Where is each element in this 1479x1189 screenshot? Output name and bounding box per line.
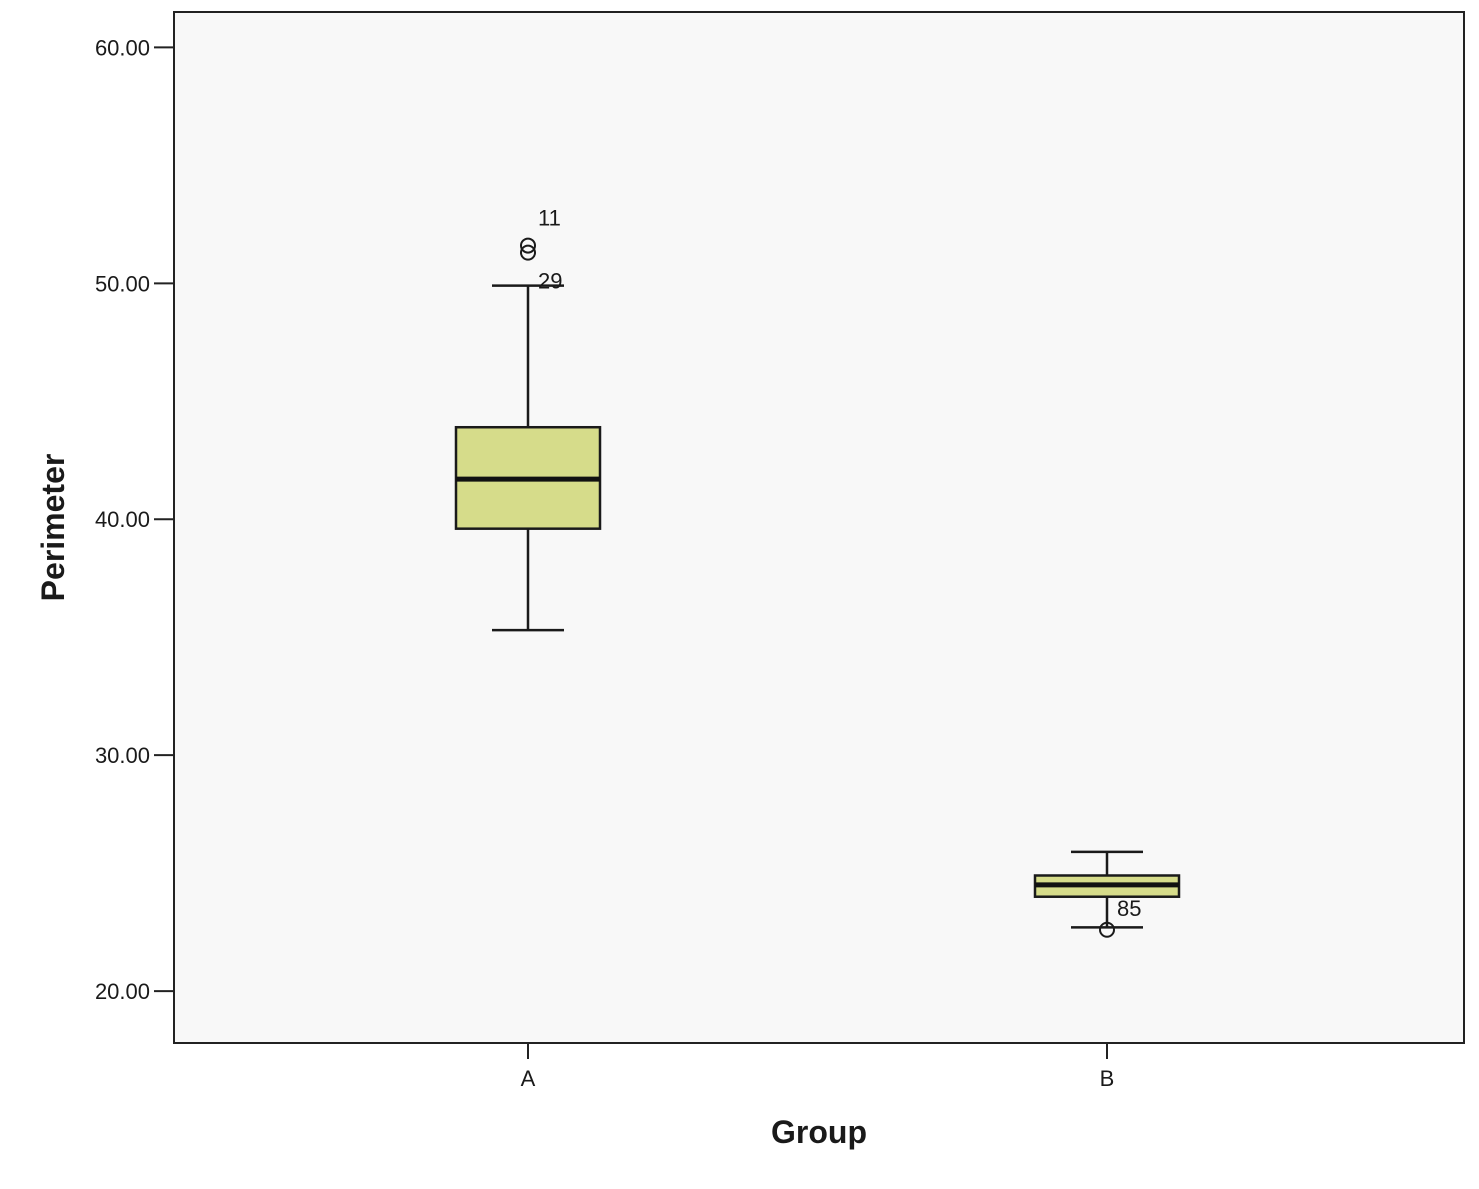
box-group-a: 11 29 (454, 206, 602, 632)
x-tick-label: A (521, 1066, 536, 1091)
outlier-point (520, 237, 536, 254)
box-group-b: 85 (1033, 850, 1181, 938)
x-tick-label: B (1100, 1066, 1115, 1091)
y-tick-label: 30.00 (95, 743, 150, 768)
y-tick-label: 60.00 (95, 35, 150, 60)
x-axis-title: Group (771, 1114, 867, 1150)
plot-area (173, 11, 1465, 1044)
y-tick-label: 40.00 (95, 507, 150, 532)
y-tick-label: 50.00 (95, 271, 150, 296)
outlier-label: 11 (538, 206, 561, 231)
y-axis-title: Perimeter (35, 454, 71, 602)
y-axis: 20.00 30.00 40.00 50.00 60.00 (95, 35, 174, 1004)
outlier-point (520, 244, 536, 261)
outlier-label: 85 (1117, 896, 1141, 921)
boxes-layer: 11 29 85 (454, 206, 1181, 938)
y-tick-label: 20.00 (95, 979, 150, 1004)
outlier-label: 29 (538, 269, 562, 294)
outlier-point (1099, 921, 1115, 938)
